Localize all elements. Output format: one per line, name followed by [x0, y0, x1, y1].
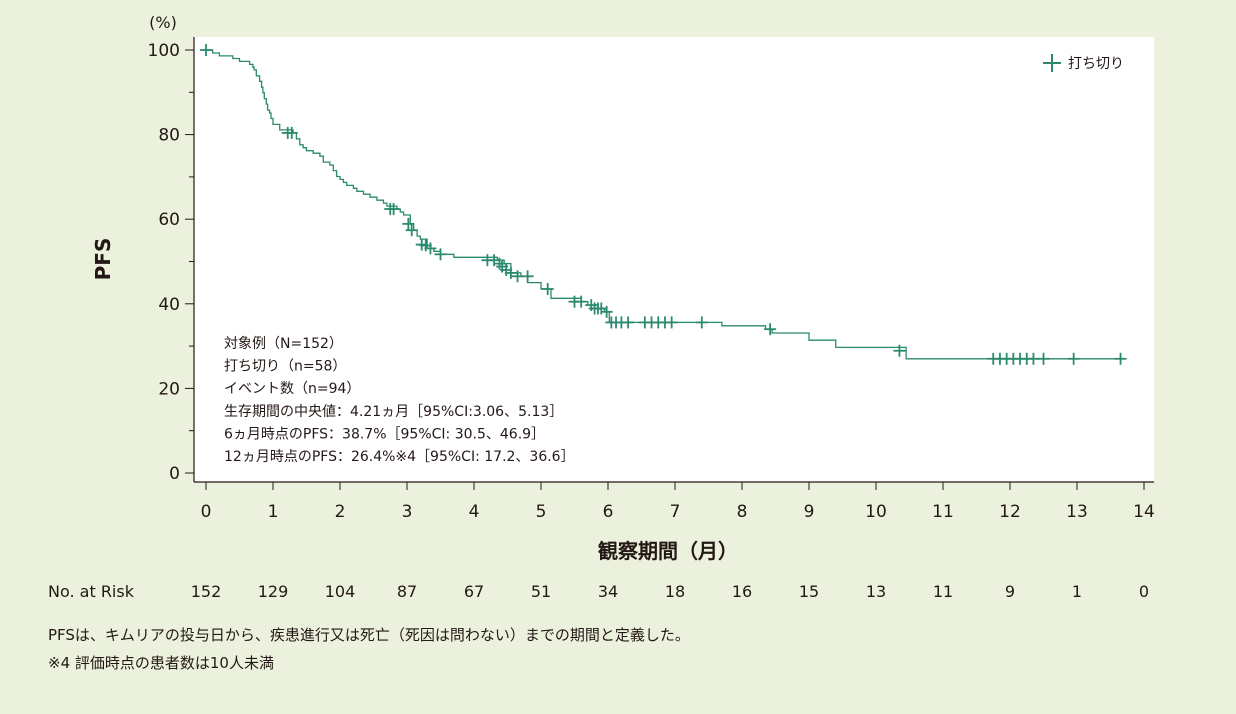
y-tick-label: 100: [148, 41, 180, 61]
risk-count: 67: [464, 582, 484, 601]
pfs-curve-layer: [206, 49, 1124, 360]
risk-count: 13: [866, 582, 886, 601]
y-axis: 0 20 40 60 80 100: [148, 37, 195, 484]
x-tick-label: 13: [1066, 502, 1088, 522]
censor-mark: [1037, 352, 1050, 365]
y-tick-label: 80: [158, 126, 180, 146]
stats-line: 対象例（N=152）: [224, 336, 343, 352]
censor-mark: [387, 203, 400, 216]
censor-mark: [1027, 352, 1040, 365]
censor-mark: [434, 248, 447, 261]
risk-count: 0: [1139, 582, 1149, 601]
censor-mark: [695, 316, 708, 329]
risk-table: No. at Risk 152 129 104 87 67 51 34 18 16 15 13 11 9…: [48, 582, 1149, 601]
censor-marks: [200, 44, 1127, 365]
censor-mark: [285, 126, 298, 139]
x-tick-label: 2: [335, 502, 346, 522]
censor-mark: [402, 217, 415, 230]
stats-line: 12ヵ月時点のPFS：26.4%※4［95%CI: 17.2、36.6］: [224, 449, 575, 465]
stats-line: 生存期間の中央値：4.21ヵ月［95%CI:3.06、5.13］: [224, 404, 563, 420]
x-tick-label: 6: [603, 502, 614, 522]
censor-mark: [764, 323, 777, 336]
censor-mark: [575, 295, 588, 308]
censor-mark: [541, 282, 554, 295]
risk-count: 1: [1072, 582, 1082, 601]
x-tick-label: 14: [1133, 502, 1155, 522]
stats-line: 打ち切り（n=58）: [224, 358, 346, 375]
x-tick-label: 1: [268, 502, 279, 522]
y-axis-title: PFS: [91, 238, 115, 281]
risk-count: 34: [598, 582, 618, 601]
x-axis-title: 観察期間（月）: [598, 539, 738, 563]
x-tick-label: 0: [201, 502, 212, 522]
risk-count: 15: [799, 582, 819, 601]
y-tick-label: 0: [169, 464, 180, 484]
censor-mark: [521, 270, 534, 283]
censor-mark: [1067, 352, 1080, 365]
statistics-summary: 対象例（N=152） 打ち切り（n=58） イベント数（n=94） 生存期間の中…: [224, 336, 575, 465]
risk-count: 11: [933, 582, 953, 601]
y-tick-label: 40: [158, 295, 180, 315]
risk-count: 152: [191, 582, 222, 601]
censor-mark: [600, 305, 613, 318]
footnote-note-4: ※4 評価時点の患者数は10人未満: [48, 654, 274, 672]
x-tick-label: 7: [670, 502, 681, 522]
legend: 打ち切り: [1043, 54, 1124, 72]
x-tick-label: 5: [536, 502, 547, 522]
x-tick-label: 3: [402, 502, 413, 522]
stats-line: イベント数（n=94）: [224, 381, 360, 397]
x-tick-label: 8: [737, 502, 748, 522]
risk-count: 9: [1005, 582, 1015, 601]
x-tick-label: 11: [932, 502, 954, 522]
censor-mark: [893, 344, 906, 357]
censor-mark: [622, 316, 635, 329]
censor-mark: [424, 242, 437, 255]
y-tick-label: 60: [158, 210, 180, 230]
censor-mark: [1114, 352, 1127, 365]
censor-mark: [511, 270, 524, 283]
y-tick-label: 20: [158, 379, 180, 399]
y-axis-unit: (%): [149, 13, 177, 32]
censor-mark: [405, 224, 418, 237]
risk-table-label: No. at Risk: [48, 582, 135, 601]
x-axis: 0 1 2 3 4 5 6 7 8 9 10 11 12 13 14: [194, 481, 1155, 522]
x-tick-label: 12: [999, 502, 1021, 522]
footnote-definition: PFSは、キムリアの投与日から、疾患進行又は死亡（死因は問わない）までの期間と定…: [48, 626, 690, 644]
x-tick-label: 9: [804, 502, 815, 522]
censor-mark: [200, 44, 212, 56]
censor-mark: [493, 257, 506, 270]
stats-line: 6ヵ月時点のPFS：38.7%［95%CI: 30.5、46.9］: [224, 426, 545, 442]
risk-count: 16: [732, 582, 752, 601]
risk-count: 51: [531, 582, 551, 601]
plot-area: [194, 37, 1154, 482]
risk-count: 87: [397, 582, 417, 601]
legend-label: 打ち切り: [1068, 55, 1124, 72]
risk-count: 18: [665, 582, 685, 601]
risk-count: 129: [258, 582, 289, 601]
censor-mark: [504, 266, 517, 279]
legend-censor-marker: [1043, 54, 1061, 72]
x-tick-label: 10: [865, 502, 887, 522]
pfs-curve: [206, 49, 1124, 360]
x-tick-label: 4: [469, 502, 480, 522]
risk-count: 104: [325, 582, 356, 601]
censor-mark: [665, 316, 678, 329]
